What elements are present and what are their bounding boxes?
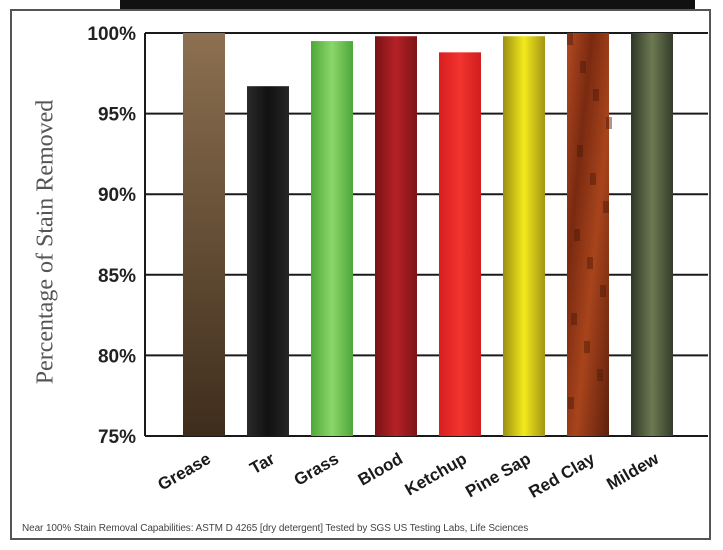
y-tick-label: 100% [87,24,136,45]
bar-texture [606,117,612,129]
bar-texture [593,89,599,101]
x-tick-label: Tar [247,449,279,478]
bar-texture [580,61,586,73]
x-tick-label: Grass [291,449,342,490]
bar-blood [375,36,417,436]
footnote: Near 100% Stain Removal Capabilities: AS… [22,523,529,534]
x-tick-label: Blood [355,449,406,490]
y-tick-label: 75% [98,427,136,448]
bar-texture [574,229,580,241]
bar-texture [584,341,590,353]
bar-tar [247,86,289,437]
bar-texture [587,257,593,269]
bar-grease [183,33,225,436]
bar-texture [568,397,574,409]
bar-texture [603,201,609,213]
bars [183,33,673,437]
bar-texture [600,285,606,297]
y-tick-labels: 100% 95% 90% 85% 80% 75% [87,24,136,448]
x-tick-label: Red Clay [525,449,598,502]
bar-pine-sap [503,36,545,436]
top-banner-bar [120,0,695,9]
x-tick-label: Mildew [603,449,662,494]
x-tick-label: Grease [155,449,214,494]
bar-texture [571,313,577,325]
bar-grass [311,41,353,437]
bar-texture [590,173,596,185]
bar-texture [597,369,603,381]
grid-lines [144,32,708,437]
bar-texture [577,145,583,157]
x-tick-label: Pine Sap [462,449,534,501]
bar-ketchup [439,52,481,437]
y-tick-label: 90% [98,185,136,206]
y-tick-label: 80% [98,346,136,367]
y-tick-label: 95% [98,105,136,126]
bar-texture [567,33,573,45]
bar-red-clay [567,33,609,436]
y-tick-label: 85% [98,266,136,287]
x-tick-label: Ketchup [402,449,470,499]
bar-mildew [631,33,673,436]
